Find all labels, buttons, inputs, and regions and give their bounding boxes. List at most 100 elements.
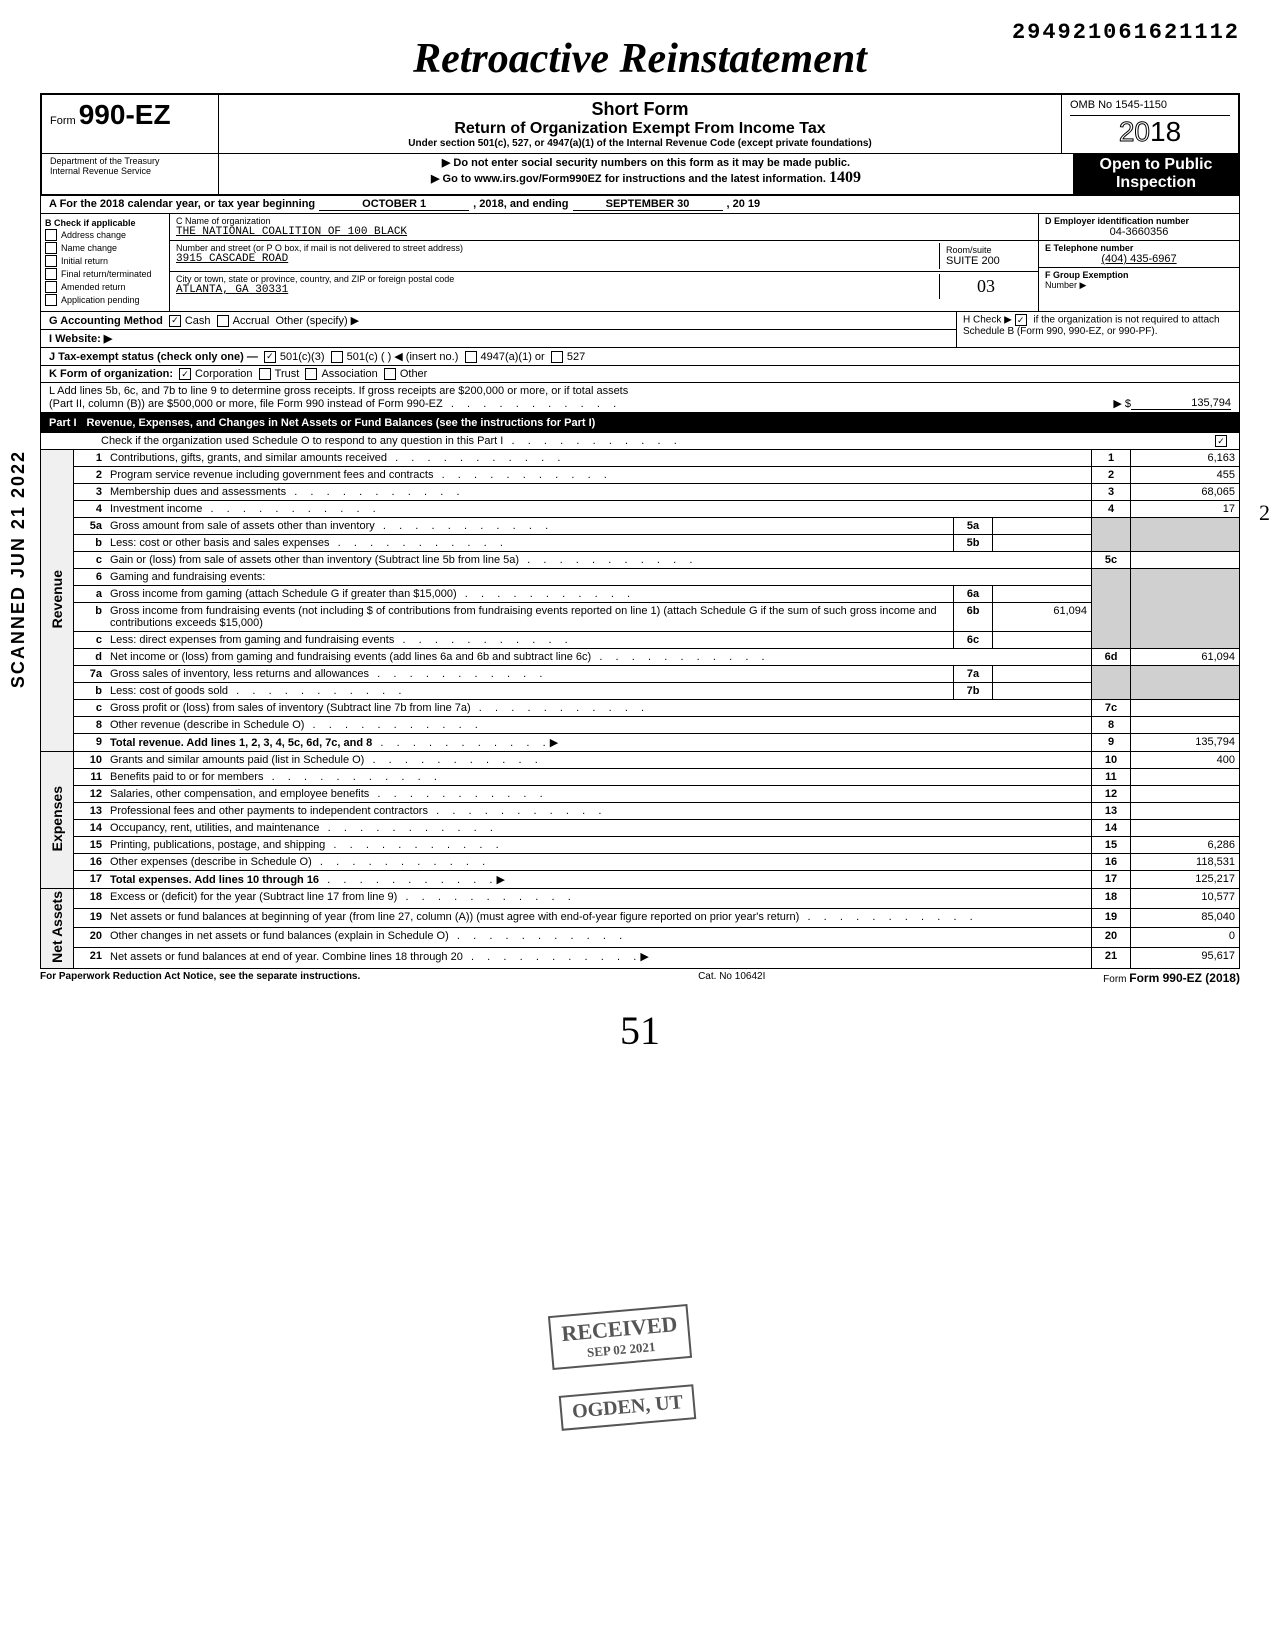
lt: Gaming and fundraising events: <box>106 569 1092 586</box>
lb: 12 <box>1092 786 1131 803</box>
checkbox-corporation[interactable] <box>179 368 191 380</box>
ln: 7a <box>74 666 107 683</box>
under-section: Under section 501(c), 527, or 4947(a)(1)… <box>227 138 1053 149</box>
checkbox-other-org[interactable] <box>384 368 396 380</box>
city-label: City or town, state or province, country… <box>176 274 939 284</box>
city: ATLANTA, GA 30331 <box>176 284 939 296</box>
lt: Salaries, other compensation, and employ… <box>106 786 1092 803</box>
arrow: ▶ <box>640 951 648 963</box>
l-line2: (Part II, column (B)) are $500,000 or mo… <box>49 398 1091 410</box>
sub: 6a <box>954 586 993 603</box>
sub: 7b <box>954 683 993 700</box>
ln: 11 <box>74 769 107 786</box>
ln: 19 <box>74 908 107 928</box>
lt: Contributions, gifts, grants, and simila… <box>106 450 1092 467</box>
checkbox-initial-return[interactable] <box>45 255 57 267</box>
footer-right: Form Form 990-EZ (2018) <box>1103 971 1240 985</box>
g-label: G Accounting Method <box>49 315 163 327</box>
cb-label-4: Amended return <box>61 282 126 292</box>
checkbox-527[interactable] <box>551 351 563 363</box>
ln: b <box>74 535 107 552</box>
assoc-label: Association <box>321 368 377 380</box>
handwritten-03: 03 <box>939 274 1032 299</box>
lt: Gross profit or (loss) from sales of inv… <box>106 700 1092 717</box>
year-prefix: 20 <box>1119 116 1150 147</box>
la: 125,217 <box>1131 871 1240 889</box>
lt: Less: cost of goods sold <box>106 683 954 700</box>
form-table: Revenue 1 Contributions, gifts, grants, … <box>40 449 1240 969</box>
handwritten-2: 2 <box>1259 500 1270 526</box>
lt: Total revenue. Add lines 1, 2, 3, 4, 5c,… <box>110 737 372 749</box>
open-public: Open to Public <box>1076 156 1236 174</box>
cb-label-5: Application pending <box>61 295 140 305</box>
lt: Less: cost or other basis and sales expe… <box>106 535 954 552</box>
lb: 2 <box>1092 467 1131 484</box>
lt: Gross income from gaming (attach Schedul… <box>106 586 954 603</box>
ln: 20 <box>74 928 107 948</box>
lb: 9 <box>1092 734 1131 752</box>
part1-title: Revenue, Expenses, and Changes in Net As… <box>87 417 596 429</box>
row-a-mid: , 2018, and ending <box>473 198 568 211</box>
inspection: Inspection <box>1076 174 1236 192</box>
footer: For Paperwork Reduction Act Notice, see … <box>40 969 1240 987</box>
checkbox-amended-return[interactable] <box>45 281 57 293</box>
ln: 14 <box>74 820 107 837</box>
checkbox-schedule-b[interactable] <box>1015 314 1027 326</box>
checkbox-final-return[interactable] <box>45 268 57 280</box>
info-grid: B Check if applicable Address change Nam… <box>40 214 1240 312</box>
lt: Other changes in net assets or fund bala… <box>106 928 1092 948</box>
lb: 16 <box>1092 854 1131 871</box>
ln: 6 <box>74 569 107 586</box>
suba <box>993 683 1092 700</box>
name-label: C Name of organization <box>176 216 1032 226</box>
la: 118,531 <box>1131 854 1240 871</box>
website-label: I Website: ▶ <box>49 332 112 345</box>
checkbox-association[interactable] <box>305 368 317 380</box>
ein: 04-3660356 <box>1045 226 1233 238</box>
4947-label: 4947(a)(1) or <box>481 351 545 363</box>
la <box>1131 700 1240 717</box>
lb: 19 <box>1092 908 1131 928</box>
lb: 5c <box>1092 552 1131 569</box>
group-exempt-label: F Group Exemption <box>1045 270 1129 280</box>
ln: 12 <box>74 786 107 803</box>
lt: Grants and similar amounts paid (list in… <box>106 752 1092 769</box>
ln: 13 <box>74 803 107 820</box>
lt: Other expenses (describe in Schedule O) <box>106 854 1092 871</box>
lt: Net assets or fund balances at beginning… <box>106 908 1092 928</box>
checkbox-accrual[interactable] <box>217 315 229 327</box>
checkbox-address-change[interactable] <box>45 229 57 241</box>
suba <box>993 586 1092 603</box>
checkbox-501c[interactable] <box>331 351 343 363</box>
lt: Gross income from fundraising events (no… <box>106 603 954 632</box>
trust-label: Trust <box>275 368 300 380</box>
lt: Less: direct expenses from gaming and fu… <box>106 632 954 649</box>
short-form: Short Form <box>227 99 1053 120</box>
sub: 5a <box>954 518 993 535</box>
lb: 15 <box>1092 837 1131 854</box>
lt: Professional fees and other payments to … <box>106 803 1092 820</box>
lt: Excess or (deficit) for the year (Subtra… <box>106 889 1092 909</box>
sub: 7a <box>954 666 993 683</box>
ln: c <box>74 632 107 649</box>
tax-year-begin: OCTOBER 1 <box>319 198 469 211</box>
ln: 9 <box>74 734 107 752</box>
dept-treasury: Department of the Treasury <box>50 156 210 166</box>
checkbox-schedule-o[interactable] <box>1215 435 1227 447</box>
la: 85,040 <box>1131 908 1240 928</box>
checkbox-application-pending[interactable] <box>45 294 57 306</box>
phone: (404) 435-6967 <box>1045 253 1233 265</box>
la: 455 <box>1131 467 1240 484</box>
netassets-label: Net Assets <box>49 891 65 963</box>
lb: 11 <box>1092 769 1131 786</box>
la <box>1131 786 1240 803</box>
527-label: 527 <box>567 351 585 363</box>
checkbox-501c3[interactable] <box>264 351 276 363</box>
checkbox-name-change[interactable] <box>45 242 57 254</box>
received-stamp: RECEIVED SEP 02 2021 <box>548 1304 692 1370</box>
501c-label: 501(c) ( ) ◀ (insert no.) <box>347 350 459 363</box>
checkbox-4947[interactable] <box>465 351 477 363</box>
checkbox-cash[interactable] <box>169 315 181 327</box>
lt: Printing, publications, postage, and shi… <box>106 837 1092 854</box>
checkbox-trust[interactable] <box>259 368 271 380</box>
